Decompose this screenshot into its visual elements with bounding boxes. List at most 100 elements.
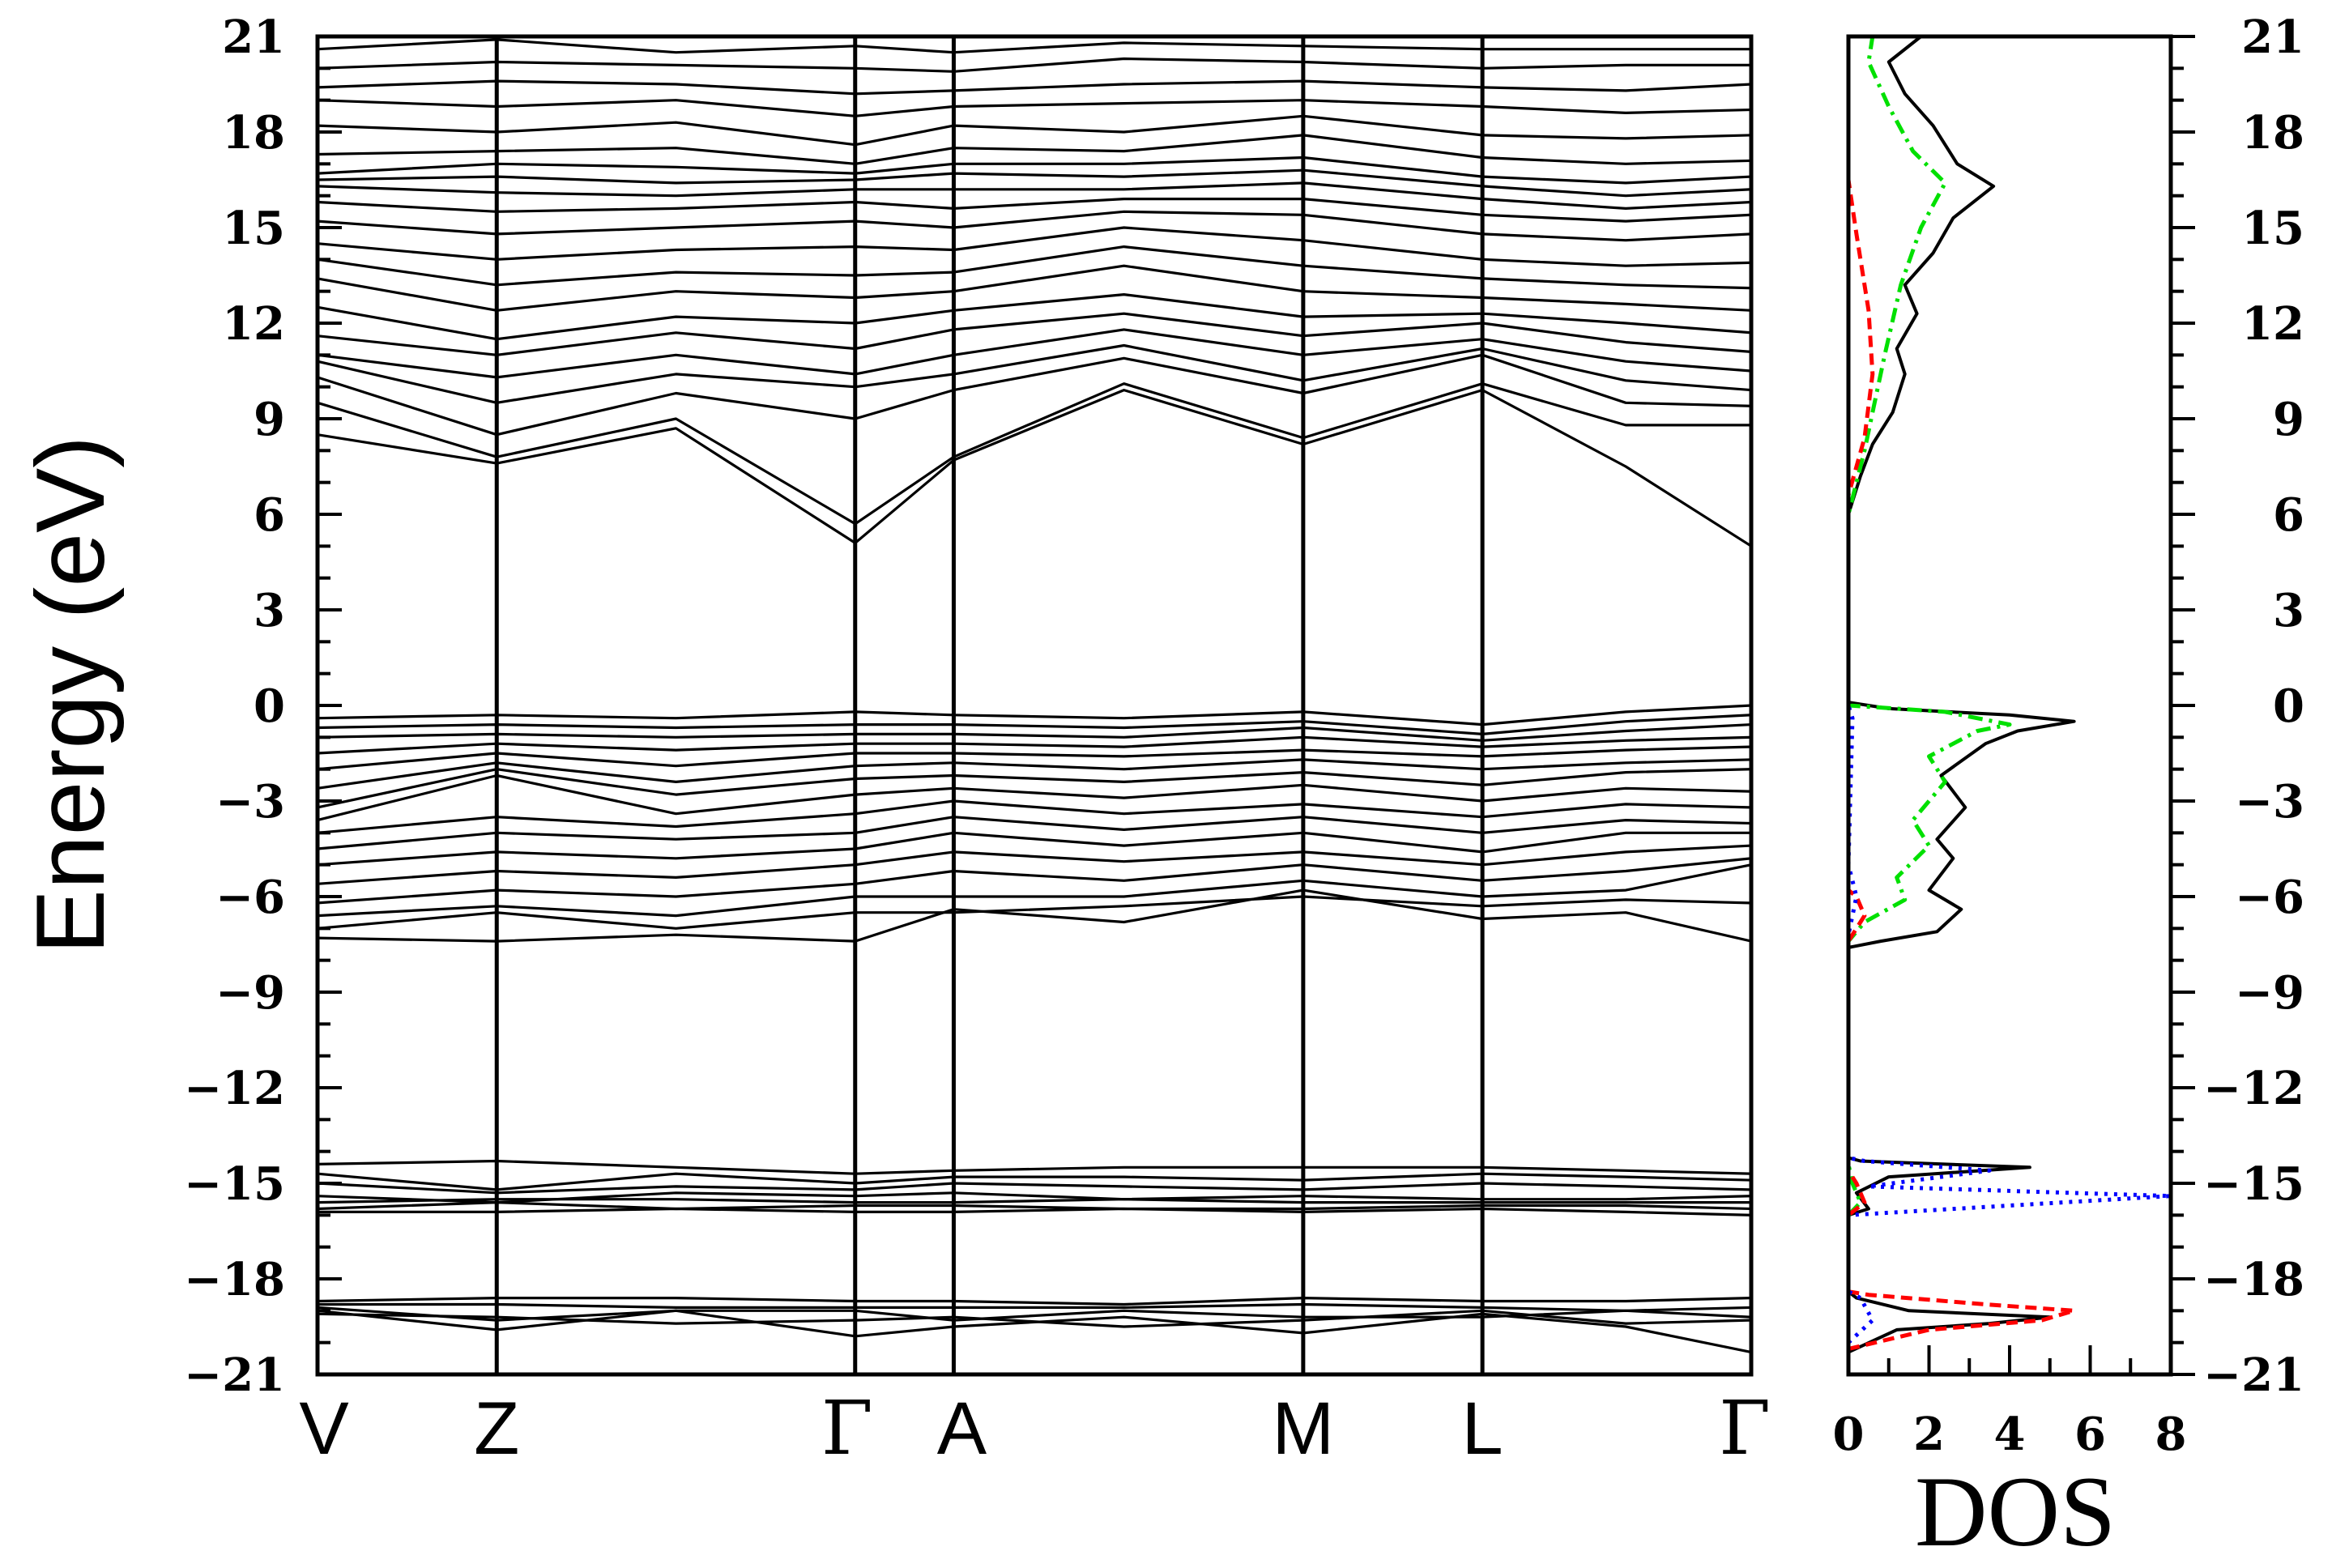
band-line [317, 799, 1752, 834]
band-line [317, 1198, 1751, 1204]
dos-tick-label: 8 [2155, 1408, 2187, 1461]
band-line [317, 1309, 1752, 1328]
band-line [317, 816, 1752, 850]
kpoint-label: Z [474, 1387, 519, 1470]
band-line [317, 831, 1751, 867]
energy-tick-label: 9 [254, 393, 285, 446]
band-line [317, 79, 1752, 96]
kpoint-label: M [1273, 1387, 1335, 1470]
kpoint-label: L [1462, 1387, 1503, 1470]
band-line [317, 1172, 1752, 1191]
band-line [317, 114, 1752, 147]
band-line [317, 723, 1752, 742]
energy-axis-label: Energy (eV) [16, 436, 125, 954]
energy-tick-label-right: 9 [2273, 393, 2304, 446]
kpoint-label: V [299, 1387, 348, 1470]
band-line [317, 226, 1752, 267]
band-line [317, 198, 1752, 223]
band-lines [317, 38, 1752, 1354]
energy-tick-label: −21 [184, 1349, 285, 1402]
band-line [317, 134, 1752, 165]
band-line [317, 704, 1752, 726]
energy-tick-label: −15 [184, 1157, 285, 1211]
dos-axis-label: DOS [1915, 1456, 2116, 1567]
energy-tick-label-right: −6 [2235, 871, 2304, 924]
energy-tick-label: 21 [222, 11, 285, 64]
band-line [317, 382, 1751, 526]
band-line [317, 1191, 1752, 1204]
kpoint-label: Γ [821, 1385, 873, 1472]
dos-series-line [1846, 36, 2012, 1217]
energy-tick-label-right: −12 [2203, 1062, 2304, 1115]
energy-tick-label-right: −15 [2203, 1157, 2304, 1211]
energy-tick-label: −18 [184, 1253, 285, 1306]
energy-tick-label: 0 [254, 680, 285, 733]
band-line [317, 844, 1752, 885]
dos-panel-ticks [1847, 35, 2195, 1376]
energy-tick-label: 18 [222, 106, 285, 160]
band-line [317, 57, 1751, 73]
energy-tick-label-right: 12 [2241, 297, 2304, 351]
dos-panel-energy-tick-labels: 21 18 15 12 9 6 3 0 −3 −6 −9 −12 −15 −18 −21 [2203, 11, 2304, 1402]
energy-tick-label-right: −9 [2235, 966, 2304, 1020]
energy-tick-label: −12 [184, 1062, 285, 1115]
dos-panel-frame [1846, 34, 2173, 1377]
energy-tick-label: −3 [215, 775, 285, 829]
band-line [317, 168, 1752, 198]
band-line [317, 156, 1752, 185]
energy-tick-label-right: 18 [2241, 106, 2304, 160]
energy-tick-label: 12 [222, 297, 285, 351]
band-line [317, 210, 1752, 242]
energy-axis-tick-labels: 21 18 15 12 9 6 3 0 −3 −6 −9 −12 −15 −18 −21 [184, 11, 285, 1402]
energy-tick-label: −9 [215, 966, 285, 1020]
energy-tick-label-right: 0 [2273, 680, 2304, 733]
band-line [317, 293, 1752, 341]
band-line [317, 768, 1752, 809]
band-line [317, 1201, 1752, 1211]
band-line [317, 328, 1752, 379]
band-line [317, 264, 1752, 312]
energy-tick-label-right: −21 [2203, 1349, 2304, 1402]
energy-tick-label-right: 15 [2241, 202, 2304, 255]
dos-tick-label: 0 [1833, 1408, 1865, 1461]
dos-tick-label: 6 [2074, 1408, 2106, 1461]
energy-tick-label-right: 3 [2273, 584, 2304, 637]
dos-tick-label: 2 [1913, 1408, 1945, 1461]
dos-series [1846, 35, 2173, 1354]
dos-series-line [1847, 35, 2076, 1354]
band-line [317, 857, 1752, 905]
energy-tick-label-right: −3 [2235, 775, 2304, 829]
band-line [317, 758, 1752, 790]
band-line [317, 1182, 1752, 1195]
band-line [317, 389, 1752, 548]
band-line [317, 353, 1752, 437]
band-line [317, 245, 1752, 290]
energy-tick-label-right: −18 [2203, 1253, 2304, 1306]
band-line [317, 745, 1752, 771]
band-line [317, 181, 1752, 210]
band-line [317, 888, 1752, 943]
band-line [317, 1159, 1752, 1175]
band-line [317, 1306, 1752, 1322]
band-line [317, 38, 1751, 54]
high-symmetry-lines [494, 36, 1485, 1374]
band-line [317, 735, 1752, 755]
energy-tick-label-right: 6 [2273, 488, 2304, 542]
band-line [317, 895, 1752, 930]
band-line [317, 773, 1752, 822]
band-line [317, 714, 1752, 735]
dos-tick-label: 4 [1994, 1408, 2026, 1461]
band-line [318, 1302, 1752, 1312]
band-line [317, 863, 1752, 918]
energy-tick-label: 6 [254, 488, 285, 542]
energy-tick-label: 3 [254, 584, 285, 637]
energy-tick-label: −6 [215, 871, 285, 924]
kpoint-label: A [937, 1387, 987, 1470]
dos-series-line [1846, 36, 2173, 1344]
energy-tick-label-right: 21 [2241, 11, 2304, 64]
